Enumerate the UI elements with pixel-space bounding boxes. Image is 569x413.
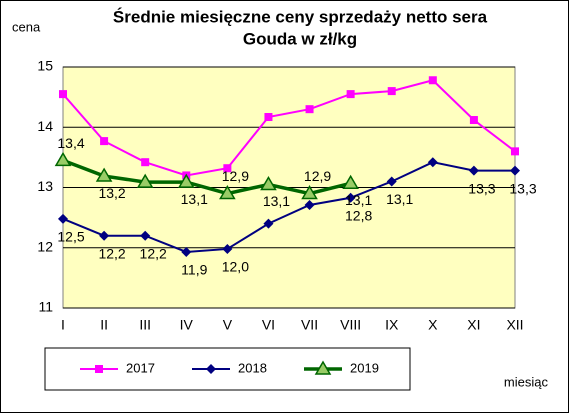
- data-point: [510, 165, 520, 176]
- data-label: 12,9: [222, 168, 249, 184]
- data-point: [141, 158, 150, 167]
- data-point: [219, 185, 236, 200]
- data-point: [99, 230, 110, 241]
- data-point: [511, 147, 519, 156]
- data-point: [260, 175, 277, 191]
- x-tick-label: V: [223, 317, 233, 333]
- data-label: 12,0: [222, 259, 249, 275]
- data-label: 13,1: [181, 191, 208, 207]
- legend-marker: [95, 365, 103, 373]
- series-line: [62, 161, 515, 253]
- data-label: 12,8: [345, 207, 372, 223]
- data-label: 13,2: [98, 185, 125, 201]
- data-point: [59, 90, 67, 99]
- data-point: [264, 113, 273, 122]
- data-point: [181, 246, 192, 257]
- x-tick-label: I: [61, 317, 65, 333]
- data-point: [223, 164, 232, 173]
- data-label: 13,1: [345, 192, 372, 208]
- data-point: [469, 116, 478, 125]
- chart-title: Gouda w zł/kg: [243, 29, 357, 48]
- y-tick-label: 11: [38, 299, 53, 315]
- x-tick-label: XII: [506, 317, 523, 333]
- data-point: [140, 230, 151, 241]
- x-tick-label: VII: [301, 317, 318, 333]
- data-label: 13,1: [386, 191, 413, 207]
- legend-label: 2019: [350, 360, 379, 375]
- data-point: [387, 87, 396, 96]
- data-label: 11,9: [181, 262, 207, 278]
- y-tick-label: 14: [37, 118, 53, 134]
- x-tick-label: VIII: [340, 317, 361, 333]
- data-point: [136, 173, 154, 188]
- data-point: [54, 151, 72, 167]
- series-line: [62, 158, 352, 196]
- y-axis-label: cena: [12, 19, 41, 34]
- x-tick-label: VI: [262, 317, 275, 333]
- y-tick-label: 12: [37, 238, 53, 254]
- legend-label: 2018: [238, 360, 267, 375]
- x-tick-label: X: [428, 317, 438, 333]
- data-point: [177, 173, 195, 188]
- data-point: [222, 243, 233, 254]
- data-label: 12,2: [98, 245, 125, 261]
- data-label: 12,2: [140, 245, 167, 261]
- y-tick-label: 13: [37, 178, 53, 194]
- legend-marker: [314, 360, 332, 375]
- data-point: [428, 76, 437, 85]
- data-point: [427, 157, 438, 168]
- data-point: [468, 165, 479, 176]
- data-point: [263, 218, 274, 229]
- legend-marker: [206, 364, 216, 374]
- data-label: 13,3: [468, 180, 495, 196]
- data-point: [301, 185, 318, 200]
- data-point: [342, 174, 359, 190]
- chart-title: Średnie miesięczne ceny sprzedaży netto …: [113, 7, 488, 26]
- y-tick-label: 15: [37, 58, 53, 74]
- legend-label: 2017: [126, 360, 155, 375]
- x-tick-label: IV: [180, 317, 194, 333]
- x-axis-label: miesiąc: [504, 374, 549, 389]
- data-label: 13,3: [509, 180, 536, 196]
- x-tick-label: XI: [467, 317, 480, 333]
- data-point: [58, 213, 68, 224]
- data-point: [305, 105, 314, 114]
- x-tick-label: II: [100, 317, 108, 333]
- data-point: [386, 176, 397, 187]
- x-tick-label: III: [139, 317, 151, 333]
- data-point: [346, 90, 355, 99]
- data-point: [100, 137, 109, 146]
- data-point: [345, 192, 356, 203]
- data-label: 12,9: [304, 168, 331, 184]
- data-point: [95, 167, 113, 182]
- data-label: 13,4: [57, 135, 84, 151]
- data-label: 12,5: [57, 229, 84, 245]
- series-line: [62, 79, 516, 177]
- data-label: 13,1: [263, 193, 290, 209]
- data-point: [304, 199, 315, 210]
- x-tick-label: IX: [385, 317, 399, 333]
